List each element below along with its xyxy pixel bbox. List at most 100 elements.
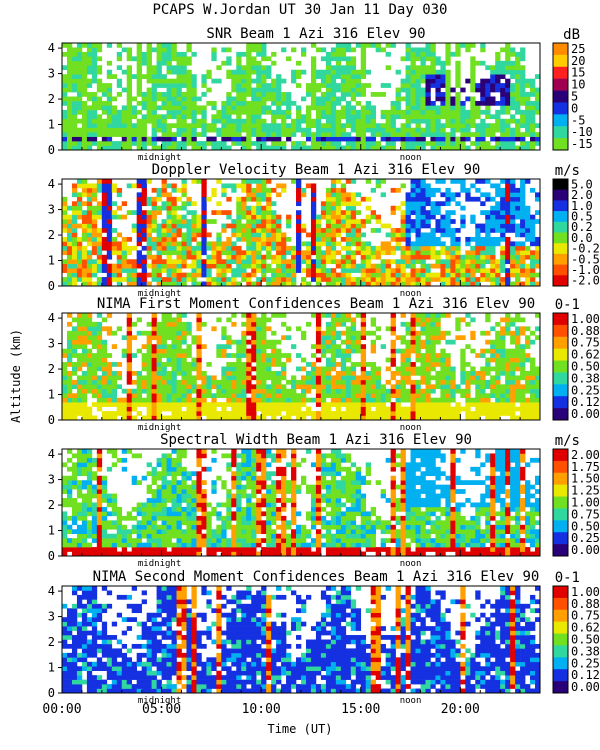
colorbar-label: 0.50 xyxy=(571,519,600,533)
midnight-marker: midnight xyxy=(138,423,181,433)
colorbar-label: 0.62 xyxy=(571,621,600,635)
colorbar-label: 0.75 xyxy=(571,507,600,521)
colorbar-swatch xyxy=(553,609,568,622)
colorbar-label: 10 xyxy=(571,78,585,92)
panel-unit: m/s xyxy=(555,163,580,179)
y-tick-label: 3 xyxy=(48,337,55,351)
panel-1 xyxy=(58,42,569,151)
colorbar-swatch xyxy=(553,460,568,474)
y-tick-label: 1 xyxy=(48,388,55,402)
y-tick-label: 0 xyxy=(48,279,55,293)
colorbar-swatch xyxy=(553,449,568,462)
colorbar-swatch xyxy=(553,211,568,223)
colorbar-label: 0.62 xyxy=(571,348,600,362)
colorbar-swatch xyxy=(553,645,568,658)
colorbar-label: -0.5 xyxy=(571,252,600,266)
panel-5 xyxy=(58,585,569,694)
midnight-marker: midnight xyxy=(138,289,181,299)
colorbar-swatch xyxy=(553,264,568,276)
y-tick-label: 0 xyxy=(48,549,55,563)
midnight-marker: midnight xyxy=(138,696,181,706)
colorbar-swatch xyxy=(553,633,568,646)
y-tick-label: 4 xyxy=(48,311,55,325)
y-tick-label: 0 xyxy=(48,686,55,700)
noon-marker: noon xyxy=(400,423,422,433)
colorbar-label: 1.00 xyxy=(571,496,600,510)
colorbar-label: 5 xyxy=(571,90,578,104)
panel-title: Spectral Width Beam 1 Azi 316 Elev 90 xyxy=(160,432,472,448)
y-tick-label: 3 xyxy=(48,473,55,487)
panel-unit: dB xyxy=(563,27,580,43)
colorbar-swatch xyxy=(553,336,568,349)
colorbar-swatch xyxy=(553,243,568,255)
panel-2 xyxy=(58,178,569,287)
colorbar-label: 0.5 xyxy=(571,209,593,223)
colorbar-swatch xyxy=(553,126,568,139)
colorbar-label: 5.0 xyxy=(571,177,593,191)
y-tick-label: 4 xyxy=(48,447,55,461)
colorbar-label: 15 xyxy=(571,66,585,80)
heatmap xyxy=(62,179,541,287)
noon-marker: noon xyxy=(400,289,422,299)
y-tick-label: 1 xyxy=(48,118,55,132)
colorbar-label: -10 xyxy=(571,125,593,139)
colorbar-swatch xyxy=(553,102,568,115)
y-tick-label: 1 xyxy=(48,661,55,675)
panel-unit: m/s xyxy=(555,433,580,449)
colorbar-label: 0.12 xyxy=(571,395,600,409)
y-tick-label: 3 xyxy=(48,67,55,81)
colorbar-label: 0.75 xyxy=(571,336,600,350)
colorbar-swatch xyxy=(553,189,568,201)
y-tick-label: 2 xyxy=(48,498,55,512)
y-tick-label: 4 xyxy=(48,584,55,598)
colorbar-label: -0.2 xyxy=(571,242,600,256)
colorbar-label: 0.50 xyxy=(571,360,600,374)
figure-title: PCAPS W.Jordan UT 30 Jan 11 Day 030 xyxy=(152,2,448,18)
colorbar-label: 0.38 xyxy=(571,371,600,385)
colorbar-swatch xyxy=(553,372,568,385)
colorbar-label: 0.25 xyxy=(571,531,600,545)
panel-title: NIMA Second Moment Confidences Beam 1 Az… xyxy=(93,569,540,585)
midnight-marker: midnight xyxy=(138,153,181,163)
panel-3 xyxy=(58,312,569,421)
noon-marker: noon xyxy=(400,559,422,569)
colorbar-label: 2.0 xyxy=(571,188,593,202)
heatmap xyxy=(62,313,541,421)
colorbar-swatch xyxy=(553,669,568,682)
colorbar-swatch xyxy=(553,54,568,68)
colorbar-label: 25 xyxy=(571,42,585,56)
colorbar-label: 0.0 xyxy=(571,231,593,245)
colorbar-label: -1.0 xyxy=(571,263,600,277)
colorbar-swatch xyxy=(553,90,568,103)
panel-unit: 0-1 xyxy=(555,297,580,313)
colorbar-swatch xyxy=(553,472,568,485)
colorbar-swatch xyxy=(553,532,568,545)
colorbar-label: 0.00 xyxy=(571,680,600,694)
panel-title: NIMA First Moment Confidences Beam 1 Azi… xyxy=(97,296,535,312)
colorbar-swatch xyxy=(553,621,568,634)
noon-marker: noon xyxy=(400,153,422,163)
colorbar-label: 0.50 xyxy=(571,633,600,647)
panel-title: Doppler Velocity Beam 1 Azi 316 Elev 90 xyxy=(152,162,481,178)
colorbar-swatch xyxy=(553,275,568,287)
heatmap xyxy=(62,449,541,557)
colorbar-swatch xyxy=(553,597,568,611)
colorbar-swatch xyxy=(553,408,568,421)
colorbar-label: 1.50 xyxy=(571,472,600,486)
y-tick-label: 0 xyxy=(48,413,55,427)
colorbar-label: 1.00 xyxy=(571,585,600,599)
colorbar-swatch xyxy=(553,324,568,338)
colorbar-swatch xyxy=(553,200,568,212)
colorbar-swatch xyxy=(553,138,568,151)
colorbar-swatch xyxy=(553,681,568,694)
colorbar-label: 0.88 xyxy=(571,597,600,611)
colorbar-label: 2.00 xyxy=(571,448,600,462)
colorbar-label: 0 xyxy=(571,101,578,115)
noon-marker: noon xyxy=(400,696,422,706)
colorbar-swatch xyxy=(553,66,568,79)
x-tick-label: 00:00 xyxy=(42,702,81,717)
colorbar-label: 0.75 xyxy=(571,609,600,623)
colorbar-label: 0.88 xyxy=(571,324,600,338)
colorbar-swatch xyxy=(553,253,568,265)
